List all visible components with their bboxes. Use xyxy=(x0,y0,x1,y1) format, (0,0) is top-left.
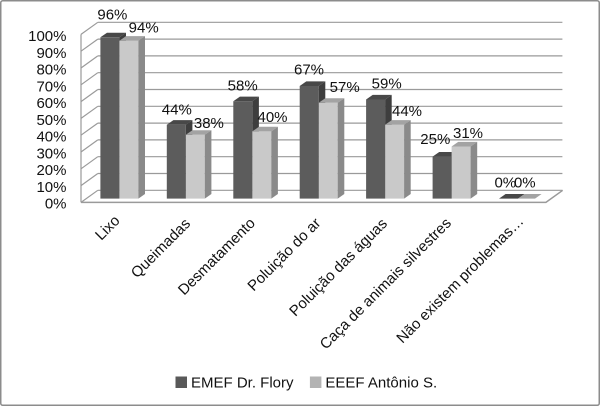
svg-text:70%: 70% xyxy=(36,78,66,95)
svg-text:50%: 50% xyxy=(36,112,66,129)
svg-text:EMEF Dr. Flory: EMEF Dr. Flory xyxy=(191,375,294,392)
svg-text:0%: 0% xyxy=(514,175,536,192)
svg-text:44%: 44% xyxy=(392,103,422,120)
svg-text:20%: 20% xyxy=(36,162,66,179)
svg-text:40%: 40% xyxy=(257,109,287,126)
svg-text:80%: 80% xyxy=(36,62,66,79)
svg-text:40%: 40% xyxy=(36,129,66,146)
svg-text:59%: 59% xyxy=(372,76,402,93)
svg-text:25%: 25% xyxy=(420,131,450,148)
svg-text:67%: 67% xyxy=(294,62,324,79)
svg-text:57%: 57% xyxy=(330,79,360,96)
svg-text:94%: 94% xyxy=(129,19,159,36)
svg-text:44%: 44% xyxy=(162,102,192,119)
svg-text:90%: 90% xyxy=(36,45,66,62)
svg-text:100%: 100% xyxy=(28,28,66,45)
svg-text:0%: 0% xyxy=(494,175,516,192)
svg-text:38%: 38% xyxy=(194,115,224,132)
svg-text:58%: 58% xyxy=(228,78,258,95)
svg-text:96%: 96% xyxy=(97,7,127,24)
svg-text:10%: 10% xyxy=(36,179,66,196)
svg-text:60%: 60% xyxy=(36,95,66,112)
svg-text:0%: 0% xyxy=(45,196,67,213)
svg-text:EEEF Antônio S.: EEEF Antônio S. xyxy=(325,375,437,392)
svg-text:31%: 31% xyxy=(453,125,483,142)
svg-text:30%: 30% xyxy=(36,145,66,162)
